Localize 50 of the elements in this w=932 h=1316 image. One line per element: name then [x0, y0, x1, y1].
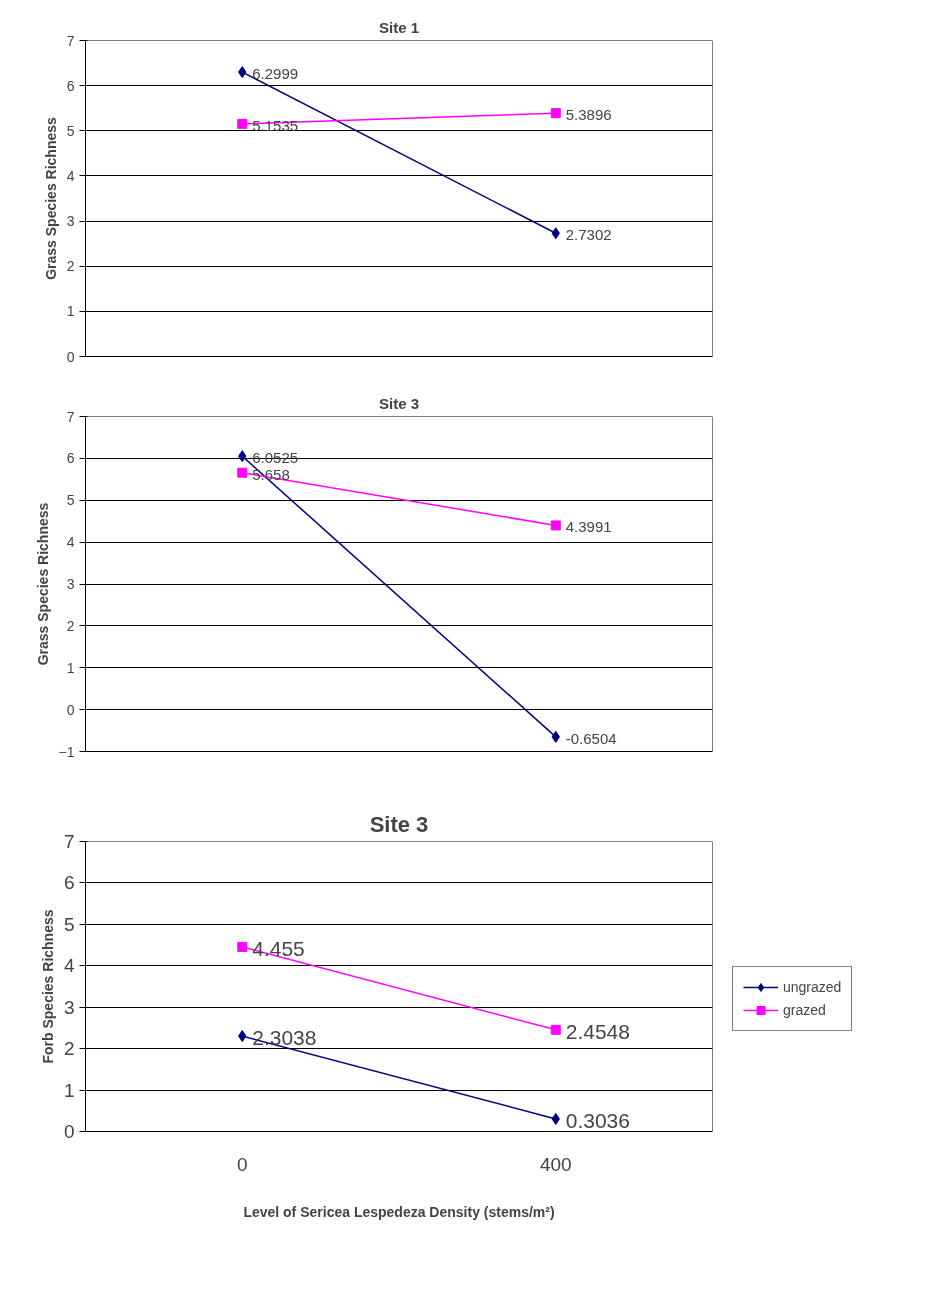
y-tick-label: 6: [66, 77, 75, 94]
chart-title: Site 3: [378, 394, 420, 412]
x-axis-title: Level of Sericea Lespedeza Density (stems/m²): [243, 1203, 555, 1220]
y-tick-label: 0: [66, 701, 75, 718]
data-label: 4.3991: [565, 518, 612, 536]
y-tick-label: 1: [66, 303, 75, 320]
y-axis-title: Grass Species Richness: [42, 116, 59, 280]
point: [237, 941, 248, 952]
data-label: 2.4548: [565, 1019, 630, 1043]
data-label: -0.6504: [565, 729, 617, 747]
data-label: 6.2999: [252, 65, 299, 83]
point: [550, 108, 561, 119]
y-tick-label: 0: [63, 1121, 75, 1142]
y-tick-label: 7: [66, 408, 75, 425]
y-tick-label: 0: [66, 348, 75, 365]
y-tick-label: 2: [66, 258, 75, 275]
point: [550, 1024, 561, 1035]
y-tick-label: 3: [63, 996, 75, 1018]
data-label: 2.3038: [252, 1026, 317, 1050]
chart-title: Site 3: [369, 811, 429, 837]
y-tick-label: 3: [66, 213, 75, 230]
y-tick-label: 2: [66, 617, 75, 634]
chart-title: Site 1: [378, 18, 420, 36]
point: [550, 520, 561, 531]
y-tick-label: 2: [63, 1038, 75, 1060]
y-tick-label: 5: [66, 122, 75, 139]
legend-label: ungrazed: [783, 979, 842, 995]
y-tick-label: 4: [66, 534, 75, 551]
y-axis-title: Grass Species Richness: [34, 502, 51, 666]
data-label: 2.7302: [565, 226, 612, 244]
y-axis-title: Forb Species Richness: [39, 909, 56, 1064]
y-tick-label: 5: [66, 492, 75, 509]
legend-label: grazed: [783, 1002, 826, 1018]
point: [237, 118, 248, 129]
y-tick-label: 4: [63, 955, 75, 977]
y-tick-label: 5: [63, 913, 75, 935]
y-tick-label: 6: [63, 872, 75, 894]
y-tick-label: 7: [66, 32, 75, 49]
y-tick-label: −1: [58, 743, 75, 760]
point: [237, 467, 248, 478]
data-label: 4.455: [252, 936, 305, 960]
y-tick-label: 1: [66, 659, 75, 676]
y-tick-label: 1: [63, 1079, 75, 1101]
x-tick-label: 400: [539, 1153, 572, 1175]
data-label: 5.3896: [565, 106, 612, 124]
y-tick-label: 3: [66, 576, 75, 592]
y-tick-label: 4: [66, 167, 75, 184]
data-label: 0.3036: [565, 1108, 630, 1132]
y-tick-label: 7: [63, 831, 75, 852]
y-tick-label: 6: [66, 450, 75, 467]
